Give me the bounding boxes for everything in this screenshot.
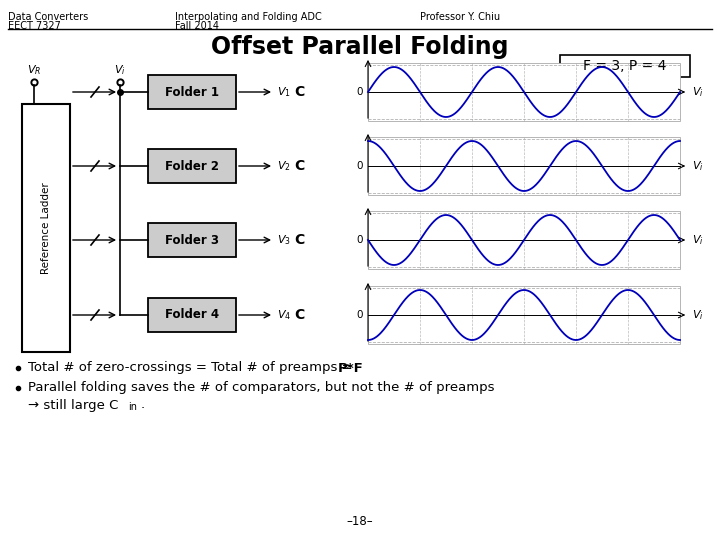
Bar xyxy=(148,298,236,332)
Text: Parallel folding saves the # of comparators, but not the # of preamps: Parallel folding saves the # of comparat… xyxy=(28,381,495,395)
Text: $V_3$: $V_3$ xyxy=(277,233,291,247)
Text: F = 3, P = 4: F = 3, P = 4 xyxy=(583,59,667,73)
Text: → still large C: → still large C xyxy=(28,399,118,411)
Text: in: in xyxy=(128,402,137,412)
Text: –18–: –18– xyxy=(347,515,373,528)
Text: $V_i$: $V_i$ xyxy=(692,233,703,247)
Bar xyxy=(22,104,70,352)
Text: C: C xyxy=(294,159,305,173)
Bar xyxy=(368,211,680,269)
Bar xyxy=(560,55,690,77)
Text: $V_i$: $V_i$ xyxy=(692,85,703,99)
Text: 0: 0 xyxy=(356,87,363,97)
Text: Offset Parallel Folding: Offset Parallel Folding xyxy=(211,35,509,59)
Bar xyxy=(368,286,680,344)
Text: C: C xyxy=(294,233,305,247)
Text: P*F: P*F xyxy=(338,361,364,375)
Text: $V_2$: $V_2$ xyxy=(277,159,291,173)
Text: Folder 3: Folder 3 xyxy=(165,233,219,246)
Bar xyxy=(148,223,236,257)
Text: EECT 7327: EECT 7327 xyxy=(8,21,61,31)
Text: Folder 1: Folder 1 xyxy=(165,85,219,98)
Text: Fall 2014: Fall 2014 xyxy=(175,21,219,31)
Text: Reference Ladder: Reference Ladder xyxy=(41,182,51,274)
Text: C: C xyxy=(294,85,305,99)
Text: 0: 0 xyxy=(356,235,363,245)
Text: Total # of zero-crossings = Total # of preamps =: Total # of zero-crossings = Total # of p… xyxy=(28,361,357,375)
Text: Data Converters: Data Converters xyxy=(8,12,89,22)
Text: Interpolating and Folding ADC: Interpolating and Folding ADC xyxy=(175,12,322,22)
Text: $V_i$: $V_i$ xyxy=(692,308,703,322)
Text: $V_i$: $V_i$ xyxy=(692,159,703,173)
Text: .: . xyxy=(141,399,145,411)
Text: 0: 0 xyxy=(356,161,363,171)
Text: $V_i$: $V_i$ xyxy=(114,63,126,77)
Text: Folder 4: Folder 4 xyxy=(165,308,219,321)
Text: C: C xyxy=(294,308,305,322)
Text: Professor Y. Chiu: Professor Y. Chiu xyxy=(420,12,500,22)
Text: $V_R$: $V_R$ xyxy=(27,63,41,77)
Text: Folder 2: Folder 2 xyxy=(165,159,219,172)
Bar xyxy=(368,63,680,121)
Text: $V_1$: $V_1$ xyxy=(277,85,291,99)
Bar xyxy=(148,75,236,109)
Text: 0: 0 xyxy=(356,310,363,320)
Text: $V_4$: $V_4$ xyxy=(277,308,291,322)
Bar xyxy=(368,137,680,195)
Bar xyxy=(148,149,236,183)
